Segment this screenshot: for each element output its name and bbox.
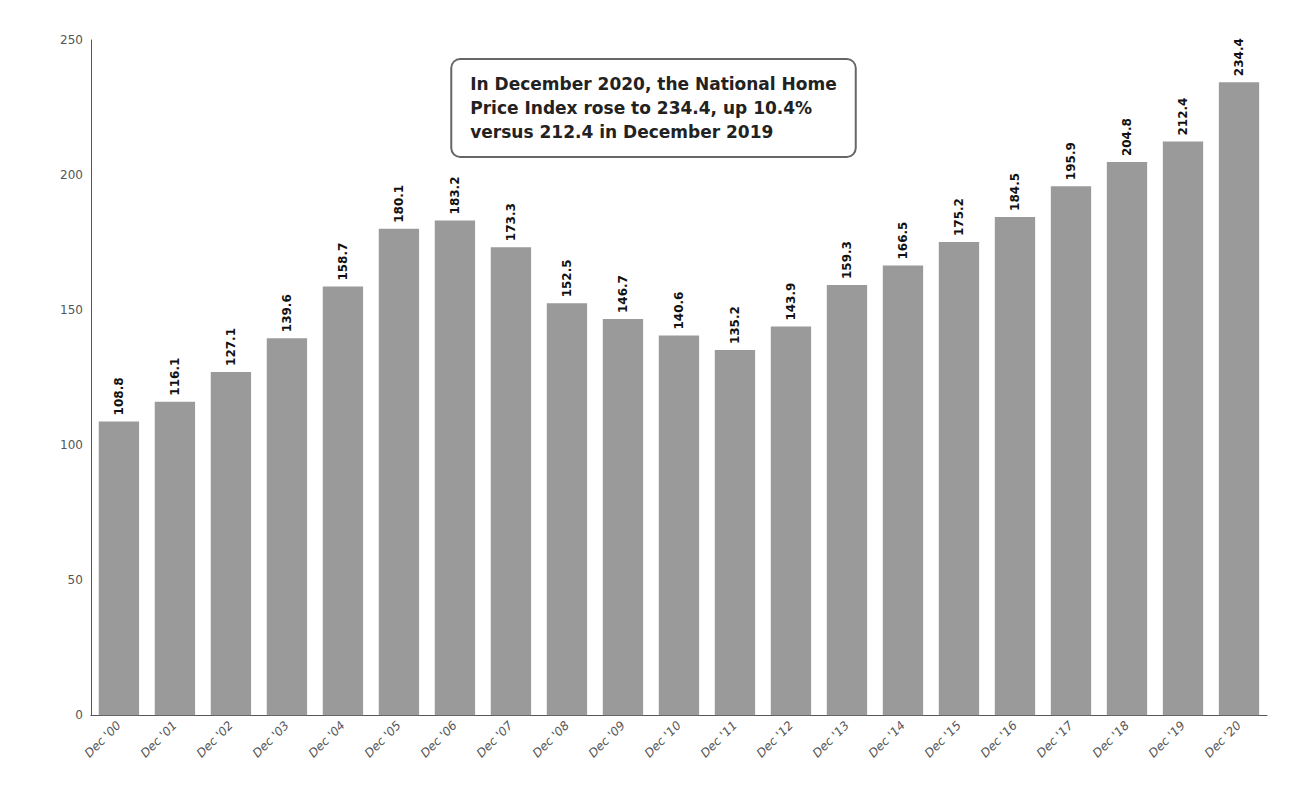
svg-text:versus 212.4 in December 2019: versus 212.4 in December 2019 [470, 122, 773, 142]
svg-text:Dec '13: Dec '13 [810, 718, 852, 760]
svg-text:234.4: 234.4 [1232, 38, 1246, 76]
svg-text:150: 150 [60, 303, 83, 317]
svg-text:Dec '16: Dec '16 [978, 718, 1020, 760]
svg-text:175.2: 175.2 [952, 198, 966, 236]
svg-text:Dec '01: Dec '01 [138, 718, 180, 760]
svg-text:212.4: 212.4 [1176, 98, 1190, 136]
svg-text:183.2: 183.2 [448, 176, 462, 214]
svg-text:127.1: 127.1 [224, 328, 238, 366]
svg-text:Dec '18: Dec '18 [1090, 718, 1132, 760]
svg-text:0: 0 [75, 708, 83, 722]
svg-text:159.3: 159.3 [840, 241, 854, 279]
svg-text:In December 2020, the National: In December 2020, the National Home [470, 74, 836, 94]
svg-text:Dec '17: Dec '17 [1034, 718, 1076, 760]
svg-text:100: 100 [60, 438, 83, 452]
svg-text:146.7: 146.7 [616, 275, 630, 313]
svg-text:135.2: 135.2 [728, 306, 742, 344]
svg-text:116.1: 116.1 [168, 358, 182, 396]
svg-text:Dec '10: Dec '10 [642, 718, 684, 760]
svg-text:250: 250 [60, 33, 83, 47]
svg-text:108.8: 108.8 [112, 377, 126, 415]
svg-text:Dec '06: Dec '06 [418, 718, 460, 760]
svg-text:Price Index rose to 234.4, up: Price Index rose to 234.4, up 10.4% [470, 98, 812, 118]
svg-text:204.8: 204.8 [1120, 118, 1134, 156]
svg-text:143.9: 143.9 [784, 283, 798, 321]
svg-text:140.6: 140.6 [672, 292, 686, 330]
svg-text:Dec '07: Dec '07 [474, 718, 516, 760]
svg-text:166.5: 166.5 [896, 222, 910, 260]
svg-text:200: 200 [60, 168, 83, 182]
svg-text:Dec '04: Dec '04 [306, 718, 348, 760]
svg-text:184.5: 184.5 [1008, 173, 1022, 211]
svg-text:Dec '09: Dec '09 [586, 718, 628, 760]
svg-text:139.6: 139.6 [280, 294, 294, 332]
svg-text:Dec '14: Dec '14 [866, 718, 908, 760]
svg-text:Dec '19: Dec '19 [1146, 718, 1188, 760]
svg-text:Dec '03: Dec '03 [250, 718, 292, 760]
svg-text:Dec '02: Dec '02 [194, 718, 236, 760]
svg-text:Dec '11: Dec '11 [698, 718, 740, 760]
svg-text:Dec '00: Dec '00 [82, 718, 124, 760]
svg-text:Dec '15: Dec '15 [922, 718, 964, 760]
svg-text:180.1: 180.1 [392, 185, 406, 223]
svg-text:Dec '12: Dec '12 [754, 718, 796, 760]
svg-text:Dec '20: Dec '20 [1202, 718, 1244, 760]
svg-text:Dec '05: Dec '05 [362, 718, 404, 760]
svg-text:Dec '08: Dec '08 [530, 718, 572, 760]
svg-text:152.5: 152.5 [560, 259, 574, 297]
svg-text:50: 50 [68, 573, 83, 587]
svg-text:195.9: 195.9 [1064, 142, 1078, 180]
svg-text:158.7: 158.7 [336, 243, 350, 281]
svg-text:173.3: 173.3 [504, 203, 518, 241]
